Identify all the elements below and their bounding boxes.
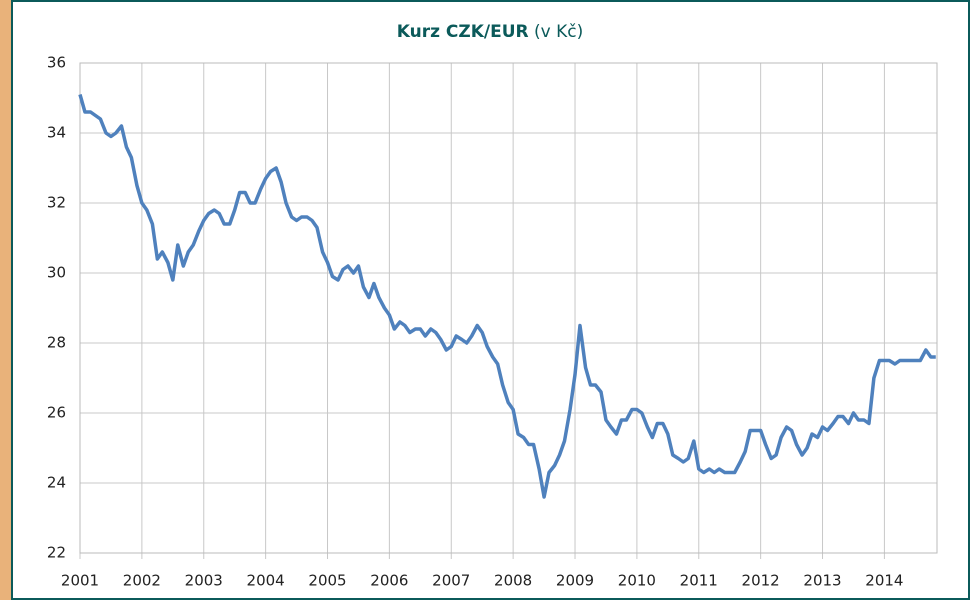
title: Kurz CZK/EUR [397, 22, 529, 42]
y-tick-label: 34 [47, 124, 66, 142]
y-tick-label: 26 [47, 404, 66, 422]
background-strip [0, 0, 12, 600]
subtitle: (v Kč) [534, 22, 583, 42]
x-tick-label: 2010 [618, 572, 656, 590]
panel [11, 0, 970, 600]
x-tick-label: 2013 [803, 572, 841, 590]
y-tick-label: 22 [47, 544, 66, 562]
y-tick-label: 28 [47, 334, 66, 352]
series-line [78, 94, 936, 499]
y-tick-label: 36 [47, 54, 66, 72]
x-tick-label: 2008 [494, 572, 532, 590]
x-tick-label: 2002 [123, 572, 161, 590]
y-tick-label: 24 [47, 474, 66, 492]
chart-title: Kurz CZK/EUR (v Kč) [397, 22, 584, 42]
x-tick-label: 2004 [247, 572, 285, 590]
x-tick-label: 2012 [742, 572, 780, 590]
x-tick-label: 2006 [370, 572, 408, 590]
x-tick-label: 2007 [432, 572, 470, 590]
x-tick-label: 2014 [865, 572, 903, 590]
x-tick-label: 2009 [556, 572, 594, 590]
y-tick-label: 30 [47, 264, 66, 282]
x-tick-label: 2001 [61, 572, 99, 590]
x-tick-label: 2003 [185, 572, 223, 590]
x-tick-label: 2011 [680, 572, 718, 590]
plot-border [79, 62, 938, 554]
y-tick-label: 32 [47, 194, 66, 212]
x-tick-label: 2005 [308, 572, 346, 590]
